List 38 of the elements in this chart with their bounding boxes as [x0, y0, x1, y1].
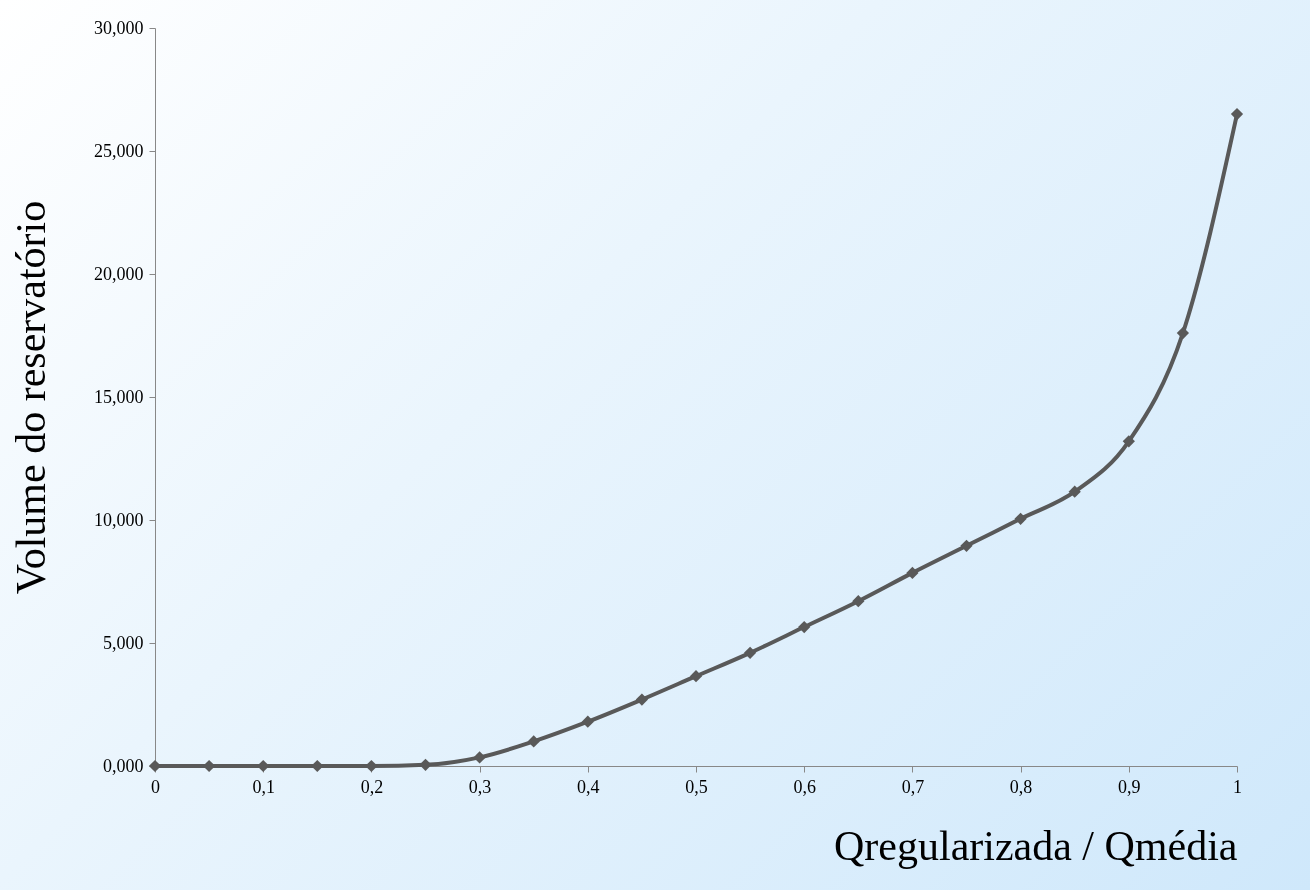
x-tick-label: 0,4 [577, 776, 600, 797]
x-tick-label: 0,1 [252, 776, 275, 797]
point [960, 539, 973, 552]
y-tick-label: 30,000 [94, 17, 144, 38]
x-tick-label: 0,3 [468, 776, 492, 797]
point [527, 735, 540, 748]
y-tick-label: 5,000 [103, 632, 144, 653]
x-tick-label: 0,7 [901, 776, 925, 797]
x-tick-label: 1 [1233, 776, 1242, 797]
point [311, 759, 324, 773]
point [689, 670, 703, 683]
point [365, 759, 378, 773]
y-tick-label: 15,000 [94, 386, 144, 407]
x-tick-label: 0,2 [360, 776, 384, 797]
point [581, 715, 594, 728]
point [798, 620, 811, 634]
x-tick-label: 0,5 [685, 776, 708, 797]
point [1014, 512, 1027, 525]
point [1230, 107, 1244, 121]
y-tick-label: 25,000 [94, 140, 144, 161]
y-axis-title: Volume do reservatório [8, 200, 54, 595]
point [635, 693, 649, 706]
point [743, 646, 757, 659]
point [473, 751, 486, 764]
x-axis-title: Qregularizada / Qmédia [834, 822, 1238, 869]
point [852, 595, 865, 608]
x-tick-label: 0,9 [1118, 776, 1141, 797]
point [1068, 485, 1081, 498]
x-tick-label: 0,8 [1009, 776, 1033, 797]
point [906, 566, 919, 580]
point [257, 759, 270, 773]
x-tick-label: 0,6 [793, 776, 816, 797]
y-tick-label: 20,000 [94, 263, 144, 284]
y-tick-label: 0,000 [103, 755, 144, 776]
x-tick-label: 0 [151, 776, 160, 797]
y-tick-label: 10,000 [94, 509, 144, 530]
point [1176, 326, 1190, 340]
point [1122, 435, 1135, 448]
